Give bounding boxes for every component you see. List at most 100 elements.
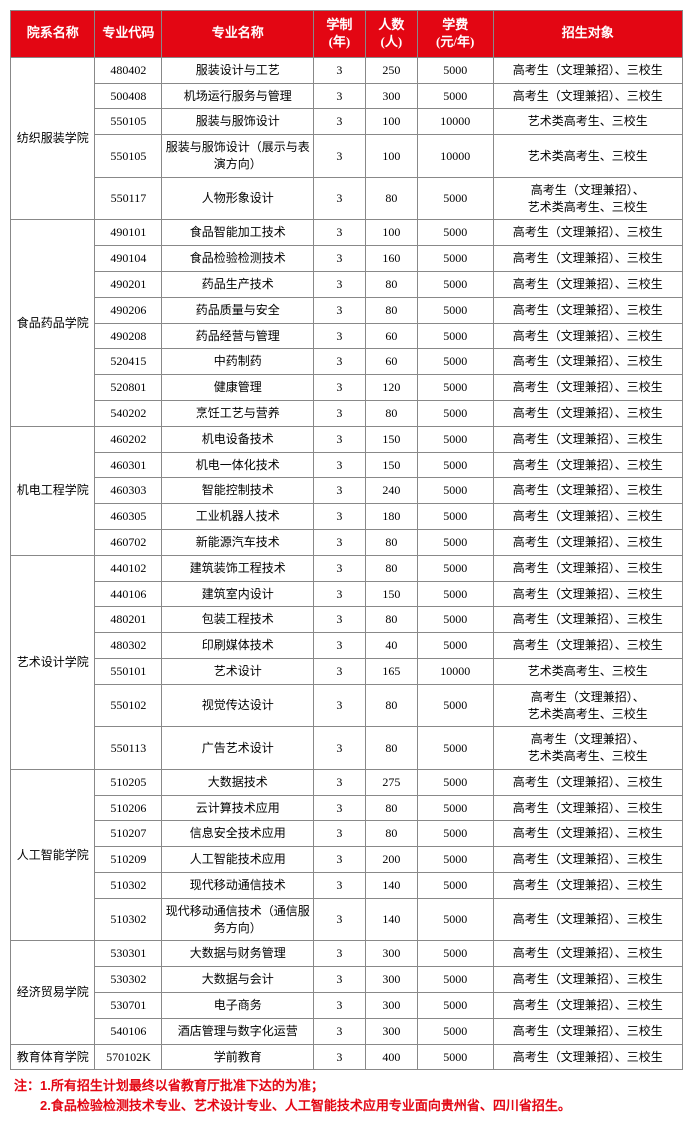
major-cell: 机电设备技术 — [162, 426, 313, 452]
table-row: 490104食品检验检测技术31605000高考生（文理兼招）、三校生 — [11, 246, 683, 272]
fee-cell: 5000 — [417, 633, 493, 659]
major-cell: 信息安全技术应用 — [162, 821, 313, 847]
major-cell: 视觉传达设计 — [162, 684, 313, 727]
enrollment-table: 院系名称 专业代码 专业名称 学制(年) 人数(人) 学费(元/年) 招生对象 … — [10, 10, 683, 1070]
count-cell: 300 — [365, 83, 417, 109]
years-cell: 3 — [313, 504, 365, 530]
years-cell: 3 — [313, 109, 365, 135]
table-row: 460702新能源汽车技术3805000高考生（文理兼招）、三校生 — [11, 529, 683, 555]
years-cell: 3 — [313, 426, 365, 452]
code-cell: 510302 — [95, 898, 162, 941]
years-cell: 3 — [313, 349, 365, 375]
count-cell: 300 — [365, 941, 417, 967]
count-cell: 80 — [365, 297, 417, 323]
target-cell: 高考生（文理兼招）、三校生 — [493, 555, 682, 581]
major-cell: 服装与服饰设计 — [162, 109, 313, 135]
code-cell: 530301 — [95, 941, 162, 967]
fee-cell: 5000 — [417, 400, 493, 426]
table-row: 550105服装与服饰设计310010000艺术类高考生、三校生 — [11, 109, 683, 135]
table-row: 490201药品生产技术3805000高考生（文理兼招）、三校生 — [11, 271, 683, 297]
years-cell: 3 — [313, 1044, 365, 1070]
years-cell: 3 — [313, 941, 365, 967]
years-cell: 3 — [313, 297, 365, 323]
years-cell: 3 — [313, 271, 365, 297]
code-cell: 440106 — [95, 581, 162, 607]
target-cell: 高考生（文理兼招）、三校生 — [493, 57, 682, 83]
years-cell: 3 — [313, 83, 365, 109]
code-cell: 460305 — [95, 504, 162, 530]
target-cell: 高考生（文理兼招）、三校生 — [493, 426, 682, 452]
dept-cell: 艺术设计学院 — [11, 555, 95, 769]
code-cell: 550105 — [95, 109, 162, 135]
dept-cell: 机电工程学院 — [11, 426, 95, 555]
fee-cell: 5000 — [417, 529, 493, 555]
code-cell: 550113 — [95, 727, 162, 770]
code-cell: 510205 — [95, 769, 162, 795]
code-cell: 550117 — [95, 177, 162, 220]
target-cell: 艺术类高考生、三校生 — [493, 658, 682, 684]
years-cell: 3 — [313, 769, 365, 795]
table-row: 510302现代移动通信技术（通信服务方向）31405000高考生（文理兼招）、… — [11, 898, 683, 941]
header-count: 人数(人) — [365, 11, 417, 58]
fee-cell: 5000 — [417, 57, 493, 83]
count-cell: 150 — [365, 452, 417, 478]
count-cell: 80 — [365, 684, 417, 727]
major-cell: 药品经营与管理 — [162, 323, 313, 349]
fee-cell: 5000 — [417, 847, 493, 873]
header-major: 专业名称 — [162, 11, 313, 58]
target-cell: 高考生（文理兼招）、三校生 — [493, 898, 682, 941]
fee-cell: 5000 — [417, 478, 493, 504]
major-cell: 健康管理 — [162, 375, 313, 401]
years-cell: 3 — [313, 873, 365, 899]
target-cell: 高考生（文理兼招）、三校生 — [493, 1044, 682, 1070]
header-years: 学制(年) — [313, 11, 365, 58]
target-cell: 高考生（文理兼招）、艺术类高考生、三校生 — [493, 727, 682, 770]
dept-cell: 经济贸易学院 — [11, 941, 95, 1044]
fee-cell: 5000 — [417, 297, 493, 323]
table-row: 530701电子商务33005000高考生（文理兼招）、三校生 — [11, 993, 683, 1019]
target-cell: 高考生（文理兼招）、三校生 — [493, 993, 682, 1019]
target-cell: 高考生（文理兼招）、三校生 — [493, 504, 682, 530]
major-cell: 中药制药 — [162, 349, 313, 375]
code-cell: 540202 — [95, 400, 162, 426]
table-header: 院系名称 专业代码 专业名称 学制(年) 人数(人) 学费(元/年) 招生对象 — [11, 11, 683, 58]
years-cell: 3 — [313, 220, 365, 246]
count-cell: 275 — [365, 769, 417, 795]
header-target: 招生对象 — [493, 11, 682, 58]
major-cell: 包装工程技术 — [162, 607, 313, 633]
target-cell: 高考生（文理兼招）、三校生 — [493, 581, 682, 607]
count-cell: 150 — [365, 426, 417, 452]
target-cell: 高考生（文理兼招）、三校生 — [493, 1018, 682, 1044]
major-cell: 大数据与财务管理 — [162, 941, 313, 967]
years-cell: 3 — [313, 633, 365, 659]
major-cell: 酒店管理与数字化运营 — [162, 1018, 313, 1044]
count-cell: 100 — [365, 109, 417, 135]
target-cell: 高考生（文理兼招）、三校生 — [493, 529, 682, 555]
target-cell: 高考生（文理兼招）、三校生 — [493, 967, 682, 993]
major-cell: 药品质量与安全 — [162, 297, 313, 323]
table-row: 540202烹饪工艺与营养3805000高考生（文理兼招）、三校生 — [11, 400, 683, 426]
major-cell: 食品检验检测技术 — [162, 246, 313, 272]
fee-cell: 5000 — [417, 452, 493, 478]
years-cell: 3 — [313, 1018, 365, 1044]
target-cell: 高考生（文理兼招）、三校生 — [493, 452, 682, 478]
code-cell: 510302 — [95, 873, 162, 899]
count-cell: 400 — [365, 1044, 417, 1070]
table-row: 550101艺术设计316510000艺术类高考生、三校生 — [11, 658, 683, 684]
years-cell: 3 — [313, 821, 365, 847]
fee-cell: 5000 — [417, 220, 493, 246]
code-cell: 570102K — [95, 1044, 162, 1070]
code-cell: 550102 — [95, 684, 162, 727]
target-cell: 高考生（文理兼招）、三校生 — [493, 873, 682, 899]
fee-cell: 5000 — [417, 375, 493, 401]
fee-cell: 5000 — [417, 426, 493, 452]
table-row: 食品药品学院490101食品智能加工技术31005000高考生（文理兼招）、三校… — [11, 220, 683, 246]
target-cell: 高考生（文理兼招）、三校生 — [493, 478, 682, 504]
years-cell: 3 — [313, 898, 365, 941]
count-cell: 180 — [365, 504, 417, 530]
fee-cell: 5000 — [417, 323, 493, 349]
fee-cell: 5000 — [417, 941, 493, 967]
target-cell: 高考生（文理兼招）、三校生 — [493, 821, 682, 847]
table-row: 520801健康管理31205000高考生（文理兼招）、三校生 — [11, 375, 683, 401]
code-cell: 510206 — [95, 795, 162, 821]
